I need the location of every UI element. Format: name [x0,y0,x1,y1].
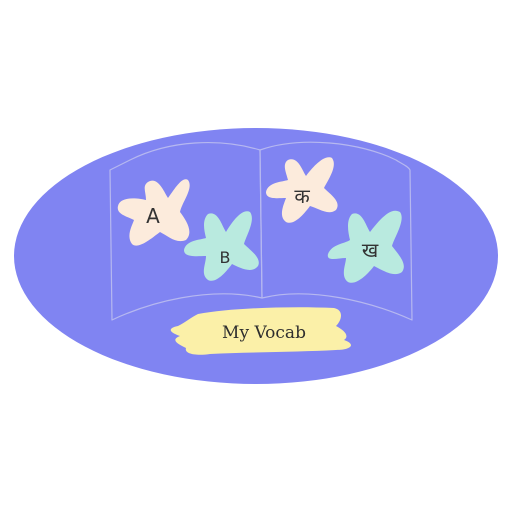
letter-ka: क [294,184,310,208]
letter-kha: ख [362,238,379,262]
open-book-icon [109,141,413,321]
star-blob-b: B [184,211,259,281]
app-title: My Vocab [222,323,306,343]
star-blob-icon [117,179,190,246]
letter-a: A [146,204,160,228]
star-blob-a: A [117,179,190,246]
letter-b: B [220,248,231,267]
title-banner: My Vocab [170,307,351,355]
star-blob-icon [266,157,338,223]
star-blob-icon [184,211,259,281]
banner-icon [170,307,351,355]
star-blob-icon [327,210,404,283]
star-blob-kha: ख [327,210,404,283]
star-blob-ka: क [266,157,338,223]
